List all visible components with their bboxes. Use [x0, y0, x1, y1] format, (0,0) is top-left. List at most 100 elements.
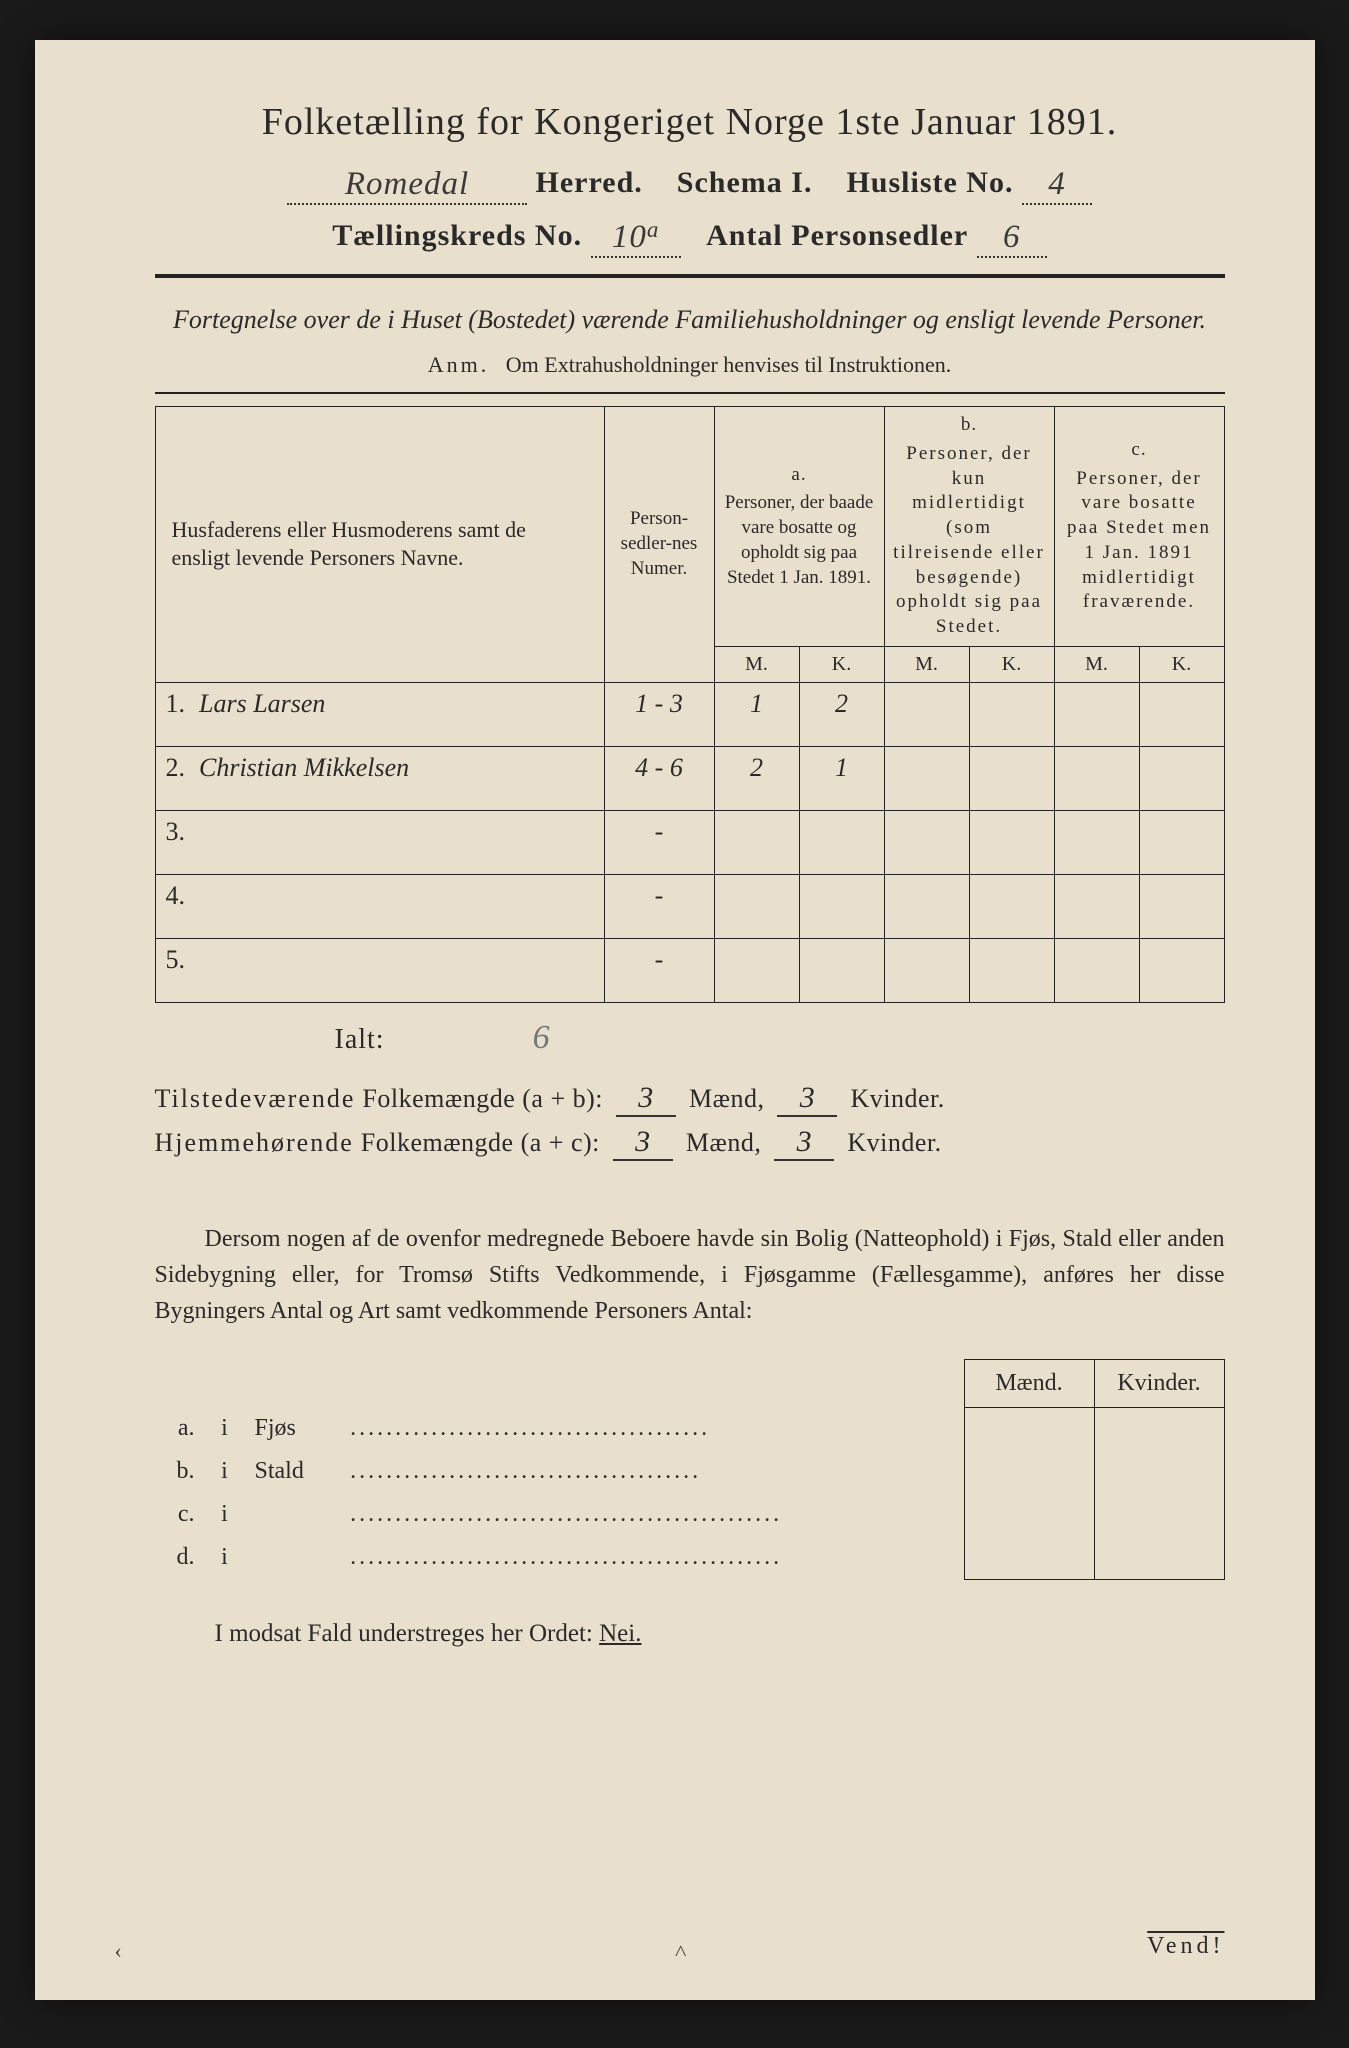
- row-num: 4.: [155, 874, 195, 938]
- row-am: [714, 874, 799, 938]
- row-ck: [1139, 938, 1224, 1002]
- row-ck: [1139, 682, 1224, 746]
- bottom-row-i: i: [205, 1407, 245, 1450]
- anm-text: Om Extrahusholdninger henvises til Instr…: [506, 352, 951, 377]
- row-ak: [799, 874, 884, 938]
- bottom-row: c. i ...................................…: [155, 1493, 1225, 1536]
- bottom-row-type: Fjøs: [245, 1407, 341, 1450]
- col-c-text: Personer, der vare bosatte paa Stedet me…: [1067, 468, 1211, 612]
- col-a-letter: a.: [723, 463, 876, 488]
- table-row: 2. Christian Mikkelsen 4 - 6 2 1: [155, 746, 1224, 810]
- row-cm: [1054, 746, 1139, 810]
- kreds-sup: a: [647, 216, 660, 242]
- bottom-maend-header: Mænd.: [964, 1359, 1094, 1407]
- col-c-m: M.: [1054, 646, 1139, 682]
- vend-label: Vend!: [1147, 1933, 1224, 1960]
- col-num-header: Person-sedler-nes Numer.: [604, 407, 714, 682]
- row-sedler: 4 - 6: [604, 746, 714, 810]
- kreds-value: 10a: [591, 219, 681, 258]
- dersom-text: Dersom nogen af de ovenfor medregnede Be…: [155, 1226, 1225, 1324]
- corner-mark-left: ‹: [115, 1938, 122, 1964]
- nei-text: Nei.: [599, 1620, 641, 1647]
- divider-1: [155, 274, 1225, 278]
- row-sedler: 1 - 3: [604, 682, 714, 746]
- row-ak: [799, 810, 884, 874]
- row-bm: [884, 810, 969, 874]
- row-name: [195, 874, 604, 938]
- row-bk: [969, 874, 1054, 938]
- bottom-row-label: b.: [155, 1450, 205, 1493]
- row-ak: 2: [799, 682, 884, 746]
- bottom-row-k: [1094, 1407, 1224, 1450]
- row-bm: [884, 874, 969, 938]
- sum1-m: 3: [616, 1081, 676, 1117]
- dersom-paragraph: Dersom nogen af de ovenfor medregnede Be…: [155, 1221, 1225, 1329]
- bottom-row-i: i: [205, 1450, 245, 1493]
- row-sedler: -: [604, 874, 714, 938]
- row-cm: [1054, 938, 1139, 1002]
- col-b-k: K.: [969, 646, 1054, 682]
- kreds-num: 10: [612, 219, 647, 255]
- husliste-value: 4: [1022, 166, 1092, 205]
- bottom-row-label: c.: [155, 1493, 205, 1536]
- col-b-letter: b.: [893, 413, 1046, 438]
- ialt-value: 6: [533, 1019, 551, 1056]
- bottom-row-dots: ........................................…: [340, 1493, 964, 1536]
- antal-value: 6: [977, 219, 1047, 258]
- kreds-label: Tællingskreds No.: [332, 219, 582, 252]
- bottom-row: a. i Fjøs ..............................…: [155, 1407, 1225, 1450]
- row-bm: [884, 746, 969, 810]
- herred-value: Romedal: [287, 166, 527, 205]
- bottom-row-type: [245, 1493, 341, 1536]
- sum1-lead: Tilstedeværende: [155, 1084, 356, 1113]
- col-b-m: M.: [884, 646, 969, 682]
- row-sedler: -: [604, 810, 714, 874]
- modsat-text: I modsat Fald understreges her Ordet:: [215, 1620, 593, 1647]
- bottom-row-type: Stald: [245, 1450, 341, 1493]
- bottom-row-m: [964, 1536, 1094, 1579]
- col-b-text: Personer, der kun midlertidigt (som tilr…: [893, 443, 1045, 637]
- row-am: 2: [714, 746, 799, 810]
- summary-line-1: Tilstedeværende Folkemængde (a + b): 3 M…: [155, 1081, 1225, 1117]
- sum1-k: 3: [777, 1081, 837, 1117]
- row-bk: [969, 938, 1054, 1002]
- ialt-label: Ialt:: [335, 1024, 385, 1055]
- husliste-label: Husliste No.: [846, 166, 1013, 199]
- sum1-rest: Folkemængde (a + b):: [362, 1084, 603, 1113]
- row-bm: [884, 682, 969, 746]
- bottom-row-k: [1094, 1493, 1224, 1536]
- row-ak: [799, 938, 884, 1002]
- bottom-row: d. i ...................................…: [155, 1536, 1225, 1579]
- row-ck: [1139, 746, 1224, 810]
- modsat-line: I modsat Fald understreges her Ordet: Ne…: [215, 1620, 1225, 1648]
- row-ck: [1139, 810, 1224, 874]
- sum2-k: 3: [774, 1125, 834, 1161]
- sum2-maend: Mænd,: [686, 1128, 761, 1157]
- sum2-rest: Folkemængde (a + c):: [361, 1128, 600, 1157]
- col-name-header: Husfaderens eller Husmoderens samt de en…: [155, 407, 604, 682]
- bottom-row-dots: .......................................: [340, 1450, 964, 1493]
- row-name: [195, 938, 604, 1002]
- row-am: [714, 810, 799, 874]
- corner-mark-mid: ˄: [675, 1938, 687, 1964]
- row-sedler: -: [604, 938, 714, 1002]
- anm-line: Anm. Om Extrahusholdninger henvises til …: [155, 352, 1225, 378]
- antal-label: Antal Personsedler: [706, 219, 968, 252]
- bottom-row-dots: ........................................…: [340, 1536, 964, 1579]
- bottom-row-label: d.: [155, 1536, 205, 1579]
- row-bk: [969, 810, 1054, 874]
- herred-label: Herred.: [536, 166, 643, 199]
- col-c-letter: c.: [1063, 438, 1216, 463]
- bottom-row-k: [1094, 1450, 1224, 1493]
- col-a-k: K.: [799, 646, 884, 682]
- row-bm: [884, 938, 969, 1002]
- row-bk: [969, 746, 1054, 810]
- col-a-header: a. Personer, der baade vare bosatte og o…: [714, 407, 884, 646]
- header-line-2: Tællingskreds No. 10a Antal Personsedler…: [155, 217, 1225, 256]
- sum1-kvinder: Kvinder.: [850, 1084, 944, 1113]
- row-num: 1.: [155, 682, 195, 746]
- table-row: 3. -: [155, 810, 1224, 874]
- bottom-kvinder-header: Kvinder.: [1094, 1359, 1224, 1407]
- table-row: 5. -: [155, 938, 1224, 1002]
- bottom-row: b. i Stald .............................…: [155, 1450, 1225, 1493]
